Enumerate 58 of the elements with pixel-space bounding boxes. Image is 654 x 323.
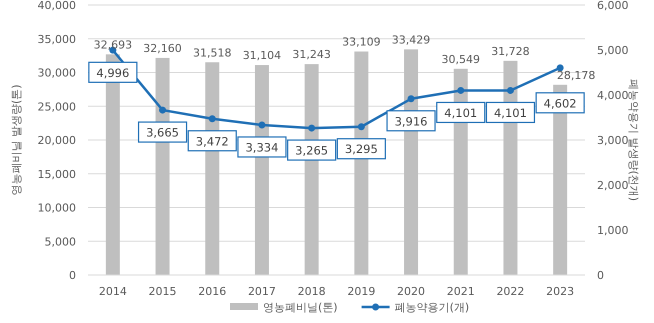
x-tick-label: 2022 [496,285,524,298]
data-label: 3,295 [344,142,378,156]
y-tick-label: 0 [69,269,76,282]
data-label: 3,334 [245,140,278,154]
data-label: 31,728 [491,44,530,58]
legend-label: 폐농약용기(개) [394,301,470,314]
data-label: 4,602 [544,96,577,110]
y-tick-label: 40,000 [38,0,76,12]
y2-tick-label: 4,000 [597,89,628,102]
data-label: 30,549 [442,52,480,66]
x-tick-label: 2017 [248,285,276,298]
x-tick-label: 2019 [347,285,376,298]
data-label: 31,104 [242,49,282,62]
point [408,95,415,102]
data-label: 3,916 [394,114,428,128]
point [358,123,365,130]
data-label: 33,429 [392,33,430,46]
data-label: 31,243 [292,48,331,62]
y2-tick-label: 3,000 [597,134,628,147]
point [308,124,316,132]
legend-label: 영농폐비닐(톤) [263,301,338,314]
data-label: 4,101 [494,106,527,120]
data-label: 4,996 [96,66,130,80]
point [208,115,216,122]
point [159,106,166,114]
y-tick-label: 20,000 [38,134,76,147]
data-label: 28,178 [556,68,596,82]
x-tick-label: 2020 [397,285,426,298]
point [506,86,514,94]
data-label: 3,665 [146,126,180,140]
data-label: 32,693 [94,38,132,52]
data-label: 32,160 [143,42,182,55]
point [457,86,464,94]
data-label: 31,518 [193,46,232,60]
y2-axis-title: 폐농약용기 발생량(천개) [627,78,640,202]
y-tick-label: 25,000 [38,100,76,114]
data-label: 3,472 [196,134,229,148]
point [258,121,266,128]
x-tick-label: 2023 [546,285,574,298]
data-label: 33,109 [342,36,381,49]
x-tick-label: 2021 [446,285,475,298]
y-tick-label: 10,000 [38,202,76,214]
x-tick-label: 2015 [148,285,177,298]
y-tick-label: 15,000 [38,168,76,181]
data-label: 3,265 [295,144,328,158]
y2-tick-label: 2,000 [597,179,628,192]
x-tick-label: 2016 [198,285,226,298]
data-label: 4,101 [444,106,478,120]
y2-tick-label: 5,000 [597,44,628,57]
y2-tick-label: 0 [597,269,604,282]
x-tick-label: 2014 [98,285,127,298]
x-tick-label: 2018 [298,285,326,298]
y-tick-label: 35,000 [38,32,76,46]
y-tick-label: 30,000 [38,66,76,80]
y2-tick-label: 1,000 [597,224,628,237]
y-axis-title: 영농폐비닐 발생량(톤) [10,84,23,196]
y2-tick-label: 6,000 [597,0,628,12]
y-tick-label: 5,000 [44,235,76,248]
